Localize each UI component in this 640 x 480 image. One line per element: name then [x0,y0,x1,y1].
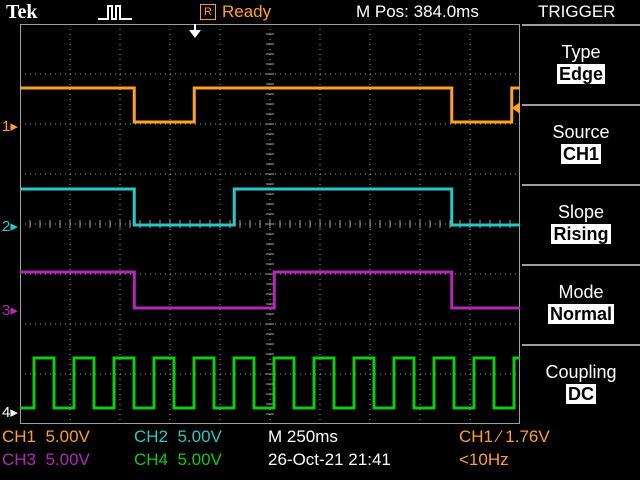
menu-title: TRIGGER [538,2,616,21]
horizontal-position-readout: M Pos: 384.0ms [356,2,479,21]
ch1-waveform [20,86,520,124]
brand-logo: Tek [6,1,38,23]
trigger-readout: CH1 ∕ 1.76V [459,427,550,446]
ch1-scale-readout: CH1 5.00V [2,427,90,446]
trigger-level-marker [512,102,520,114]
ch3-waveform [20,270,520,310]
ch4-waveform [20,356,520,410]
timebase-readout: M 250ms [268,427,338,446]
ch2-waveform [20,187,520,227]
menu-item-source[interactable]: Source CH1 [552,122,610,164]
menu-item-slope[interactable]: Slope Rising [551,202,611,244]
ch1-ground-marker[interactable]: 1▸ [2,118,18,135]
menu-separator [522,264,640,266]
waveform-display [20,24,520,424]
menu-item-mode[interactable]: Mode Normal [547,282,614,324]
ch3-ground-marker[interactable]: 3▸ [2,302,18,319]
ch4-scale-readout: CH4 5.00V [134,450,222,469]
run-status: R Ready [200,0,271,24]
menu-item-type[interactable]: Type Edge [556,42,605,84]
menu-separator [522,344,640,346]
trigger-position-marker [189,24,201,38]
trigger-frequency-readout: <10Hz [459,450,509,469]
ch2-scale-readout: CH2 5.00V [134,427,222,446]
acquisition-pulse-icon [98,5,132,20]
menu-item-coupling[interactable]: Coupling DC [545,362,617,404]
ch3-scale-readout: CH3 5.00V [2,450,90,469]
menu-separator [522,24,640,26]
menu-separator [522,104,640,106]
ch4-ground-marker[interactable]: 4▸ [2,404,18,421]
ch2-ground-marker[interactable]: 2▸ [2,218,18,235]
date-time-readout: 26-Oct-21 21:41 [268,450,391,469]
menu-separator [522,184,640,186]
run-state-icon: R [200,4,216,20]
waveform-traces [20,86,520,410]
run-state-label: Ready [222,2,272,21]
